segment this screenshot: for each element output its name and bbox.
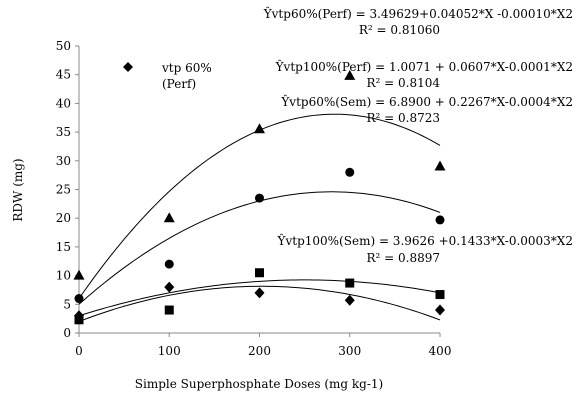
y-tick-label: 30 <box>56 154 71 168</box>
equation-4-r2: R² = 0.8897 <box>366 251 440 265</box>
y-axis-title: RDW (mg) <box>11 158 25 221</box>
y-tick-label: 0 <box>63 326 71 340</box>
legend: vtp 60% (Perf) <box>123 61 212 91</box>
fit-curve-square <box>78 279 441 317</box>
equation-4: Ŷvtp100%(Sem) = 3.9626 +0.1433*X-0.0003*… <box>277 233 573 248</box>
triangle-marker <box>73 269 85 280</box>
circle-marker <box>435 215 445 225</box>
equation-1: Ŷvtp60%(Perf) = 3.49629+0.04052*X -0.000… <box>263 6 573 21</box>
x-tick-label: 100 <box>158 344 181 358</box>
triangle-marker <box>163 212 175 223</box>
legend-label-line2: (Perf) <box>162 77 196 91</box>
equation-2-r2: R² = 0.8104 <box>366 76 440 90</box>
x-tick-label: 400 <box>429 344 452 358</box>
square-marker <box>435 290 445 300</box>
x-ticks: 0 100 200 300 400 <box>75 333 451 358</box>
square-marker <box>255 268 264 278</box>
triangle-marker <box>344 69 356 80</box>
x-tick-label: 300 <box>338 344 361 358</box>
y-tick-label: 45 <box>56 68 71 82</box>
triangle-marker <box>434 160 446 171</box>
circle-marker <box>345 167 355 177</box>
y-tick-label: 5 <box>63 297 71 311</box>
x-tick-label: 200 <box>248 344 271 358</box>
diamond-marker <box>254 287 265 299</box>
y-tick-label: 40 <box>56 96 71 110</box>
data-markers <box>73 69 446 325</box>
equation-annotations: Ŷvtp60%(Perf) = 3.49629+0.04052*X -0.000… <box>263 6 573 265</box>
x-axis-title: Simple Superphosphate Doses (mg kg-1) <box>135 377 383 391</box>
y-ticks: 0 5 10 15 20 25 30 35 40 45 50 <box>56 39 79 340</box>
diamond-marker <box>164 281 175 293</box>
triangle-marker <box>254 123 265 134</box>
equation-3: Ŷvtp60%(Sem) = 6.8900 + 0.2267*X-0.0004*… <box>280 94 573 109</box>
equation-3-r2: R² = 0.8723 <box>366 111 440 125</box>
x-tick-label: 0 <box>75 344 83 358</box>
y-tick-label: 25 <box>56 183 71 197</box>
y-tick-label: 35 <box>56 125 71 139</box>
circle-marker <box>255 193 264 203</box>
fit-curve-diamond <box>78 285 441 322</box>
diamond-marker <box>74 310 84 322</box>
circle-marker <box>164 259 174 269</box>
diamond-marker <box>344 294 355 306</box>
equation-2: Ŷvtp100%(Perf) = 1.0071 + 0.0607*X-0.000… <box>275 59 573 74</box>
y-tick-label: 50 <box>56 39 71 53</box>
equation-1-r2: R² = 0.81060 <box>359 23 440 37</box>
y-tick-label: 15 <box>56 240 71 254</box>
y-tick-label: 20 <box>56 211 71 225</box>
square-marker <box>164 305 174 315</box>
diamond-marker <box>435 304 445 316</box>
square-marker <box>345 278 355 288</box>
legend-label-line1: vtp 60% <box>161 61 212 75</box>
circle-marker <box>74 294 84 304</box>
y-tick-label: 10 <box>56 269 71 283</box>
legend-diamond-marker <box>123 62 133 72</box>
